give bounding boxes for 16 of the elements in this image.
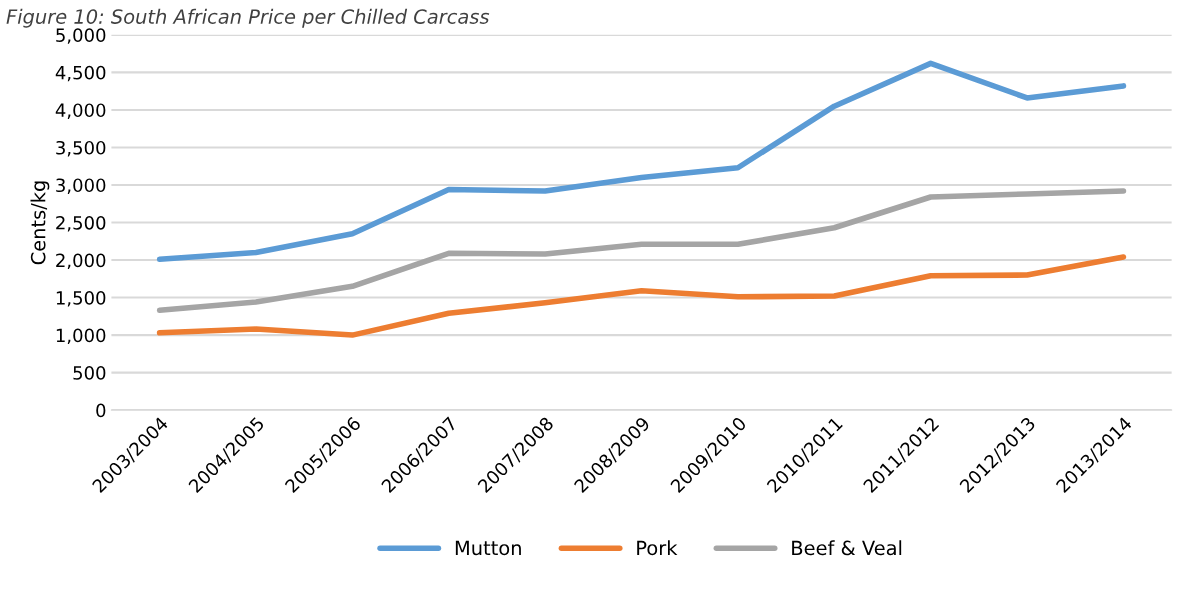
y-tick-label: 500 bbox=[73, 366, 106, 380]
y-tick-label: 2,500 bbox=[56, 215, 106, 232]
y-tick-label: 4,000 bbox=[55, 103, 106, 119]
y-tick-label: 2,000 bbox=[56, 253, 106, 269]
y-tick-label: 1,000 bbox=[56, 328, 106, 345]
y-tick-label: 3,000 bbox=[56, 178, 106, 194]
y-tick-label: 4,500 bbox=[55, 65, 106, 82]
y-tick-label: 1,500 bbox=[56, 291, 106, 307]
legend-label: Pork bbox=[637, 540, 678, 556]
legend-label: Beef & Veal bbox=[792, 540, 902, 556]
chart-title: Figure 10: South African Price per Chilled Carcass bbox=[6, 8, 490, 28]
legend-label: Mutton bbox=[455, 540, 521, 556]
y-axis-title: Cents/kg bbox=[30, 181, 50, 265]
y-tick-label: 0 bbox=[96, 403, 106, 418]
y-tick-label: 3,500 bbox=[56, 140, 106, 157]
y-tick-label: 5,000 bbox=[56, 28, 106, 44]
